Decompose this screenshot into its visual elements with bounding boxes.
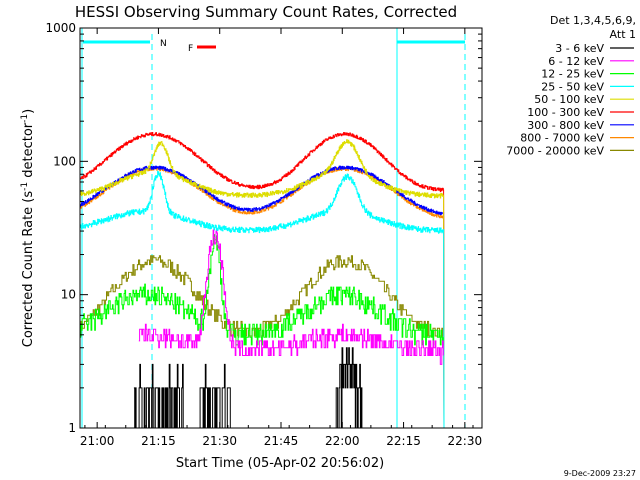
- series-lines: [79, 132, 445, 429]
- y-tick-label-2: 100: [53, 154, 76, 168]
- x-tick-label-3: 21:45: [264, 434, 299, 448]
- legend-label-8: 7000 - 20000 keV: [506, 144, 604, 157]
- footer-date: 9-Dec-2009 23:27: [564, 469, 636, 478]
- y-axis-ticks: 1 10 100 1000: [45, 21, 482, 435]
- x-axis-label: Start Time (05-Apr-02 20:56:02): [176, 456, 384, 471]
- x-tick-label-1: 21:15: [141, 434, 176, 448]
- flag-label-f: F: [188, 44, 193, 54]
- y-tick-label-0: 1: [68, 421, 76, 435]
- legend-header-line2: Att 1: [610, 28, 636, 41]
- series-line-25: [79, 170, 445, 429]
- legend-label-1: 6 - 12 keV: [548, 55, 604, 68]
- x-tick-label-6: 22:30: [448, 434, 483, 448]
- series-line-100: [79, 132, 445, 429]
- x-tick-label-2: 21:30: [202, 434, 237, 448]
- legend-label-2: 12 - 25 keV: [541, 68, 604, 81]
- legend-label-3: 25 - 50 keV: [541, 80, 604, 93]
- series-line-50: [79, 139, 445, 429]
- x-tick-label-0: 21:00: [80, 434, 115, 448]
- flag-label-n: N: [160, 39, 167, 49]
- series-line-6: [138, 229, 444, 365]
- chart-title: HESSI Observing Summary Count Rates, Cor…: [75, 3, 457, 21]
- x-axis-ticks: 21:00 21:15 21:30 21:45 22:00 22:15 22:30: [80, 28, 482, 448]
- y-axis-label: Corrected Count Rate (s-1 detector-1): [20, 109, 36, 347]
- plot-area: N F 21:00 21:15 21:30 21:45 22:00 22:15 22:30 1…: [45, 21, 483, 448]
- legend-label-7: 800 - 7000 keV: [520, 132, 604, 145]
- y-tick-label-1: 10: [61, 288, 76, 302]
- legend-label-6: 300 - 800 keV: [527, 119, 604, 132]
- legend-header-line1: Det 1,3,4,5,6,9,: [550, 14, 636, 27]
- legend-label-0: 3 - 6 keV: [555, 42, 604, 55]
- y-tick-label-3: 1000: [45, 21, 76, 35]
- x-tick-label-5: 22:15: [386, 434, 421, 448]
- series-line-7000: [80, 255, 444, 345]
- x-tick-label-4: 22:00: [325, 434, 360, 448]
- legend-label-5: 100 - 300 keV: [527, 106, 604, 119]
- legend-label-4: 50 - 100 keV: [534, 93, 604, 106]
- series-line-12: [80, 234, 444, 346]
